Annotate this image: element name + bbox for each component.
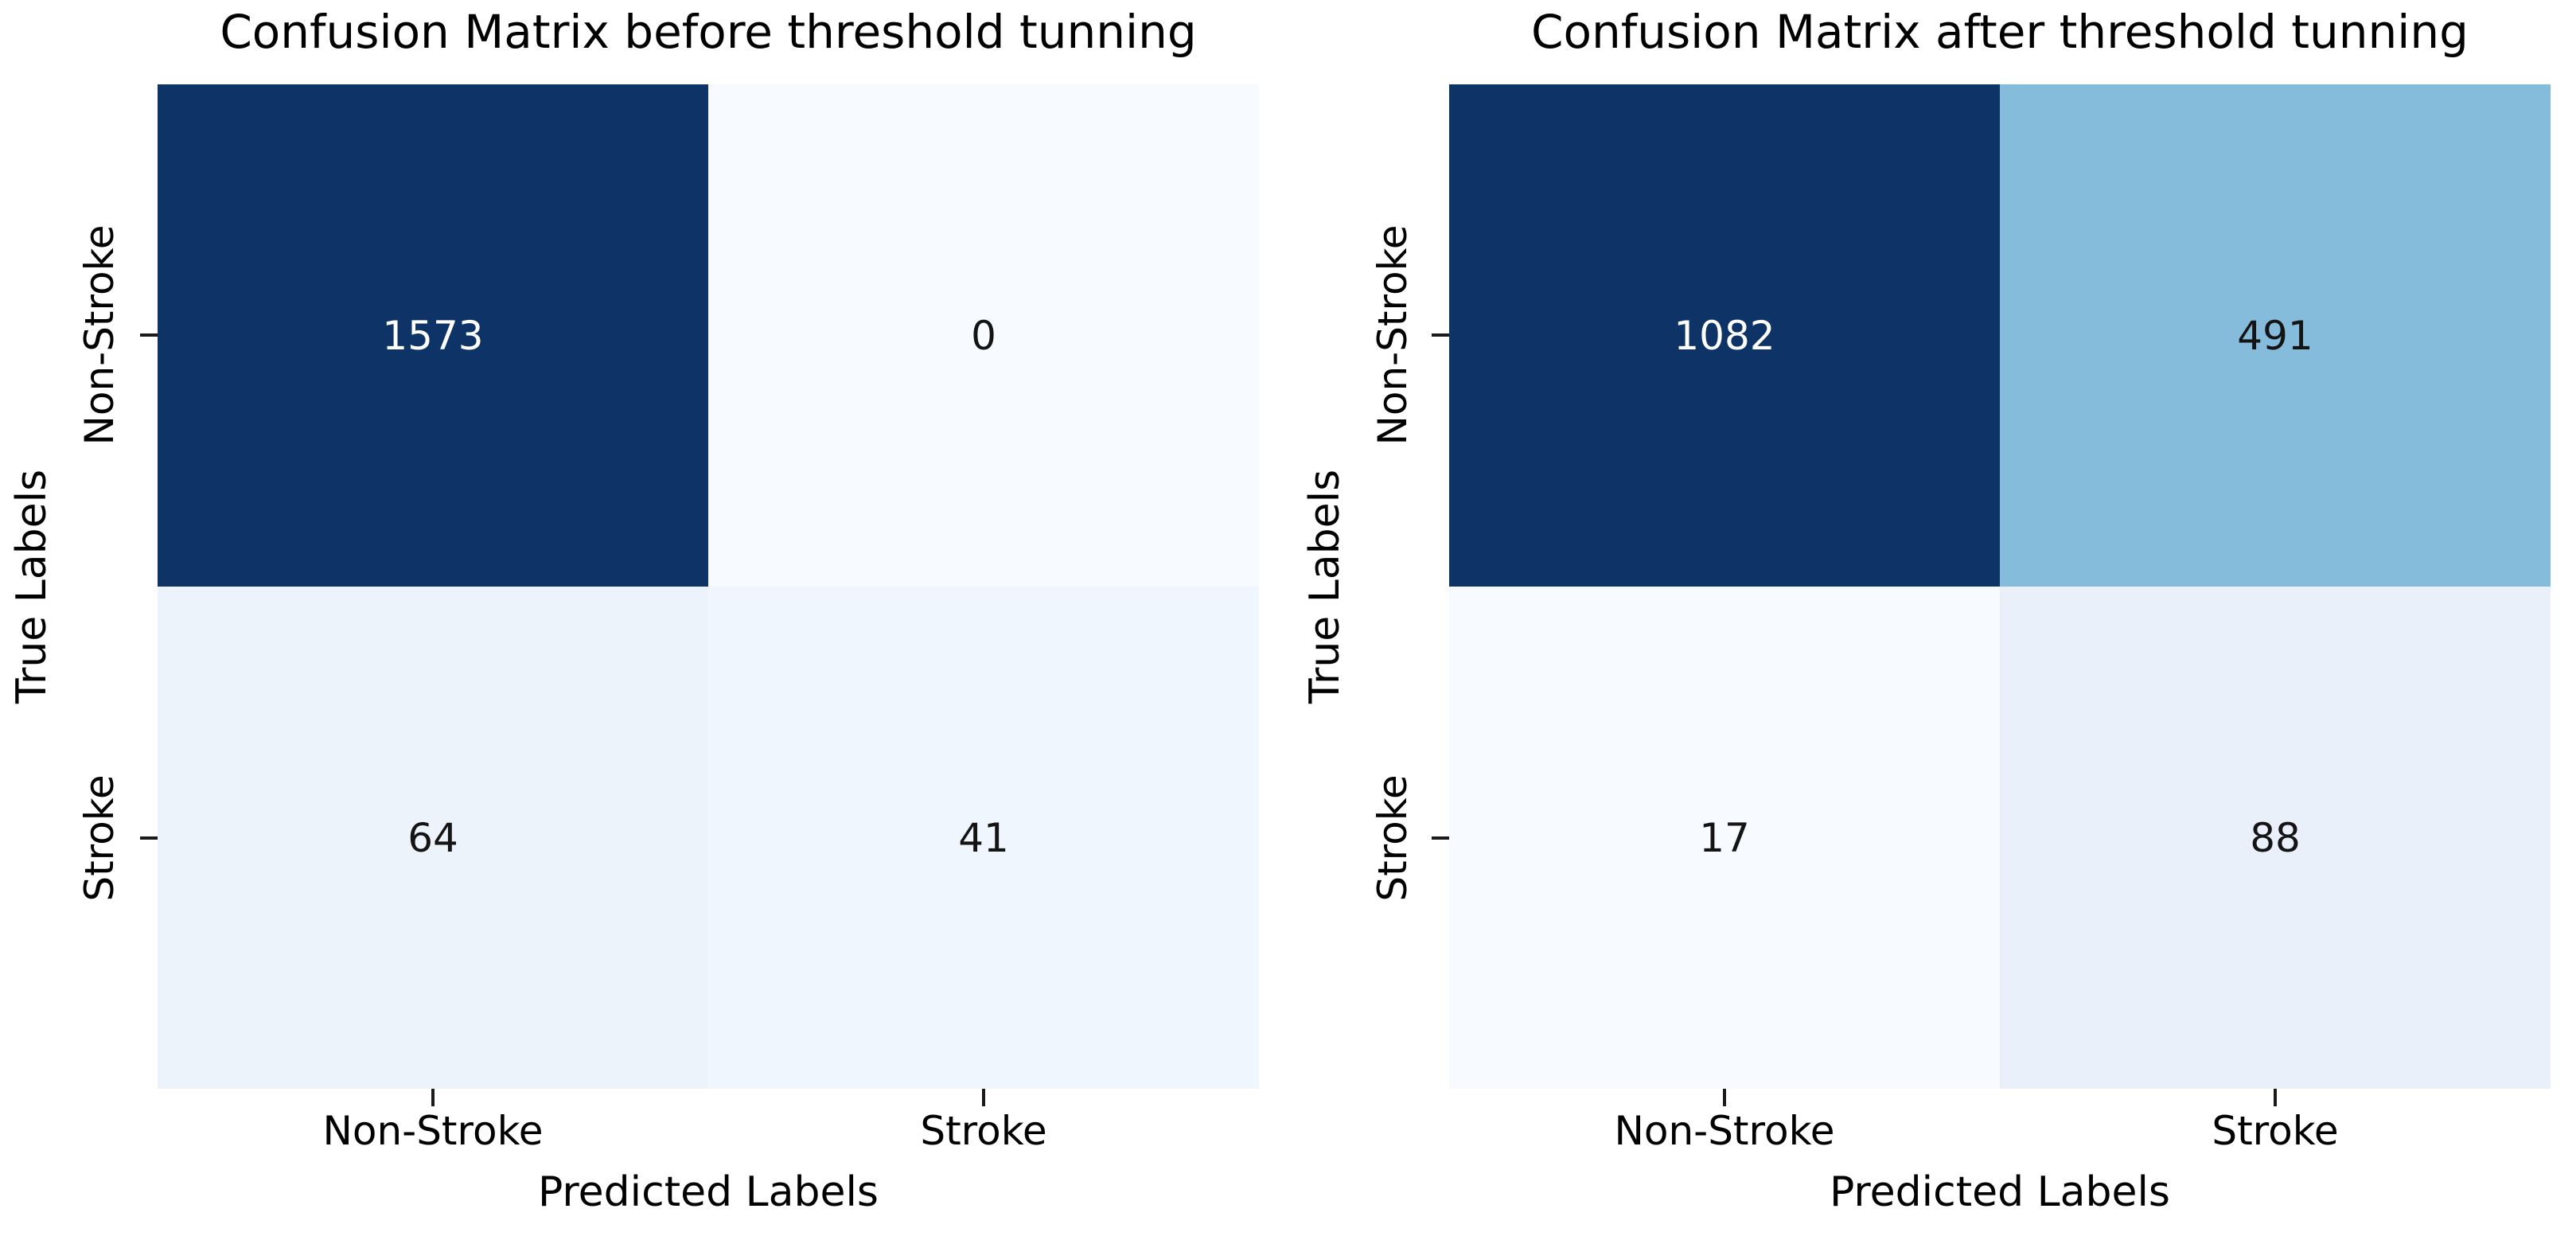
cell-value: 1082	[1674, 312, 1775, 359]
chart-title-before: Confusion Matrix before threshold tunnin…	[220, 5, 1197, 59]
tick-mark	[1432, 333, 1449, 337]
y-tick-label: Non-Stroke	[76, 224, 123, 446]
x-axis-label: Predicted Labels	[537, 1168, 879, 1216]
x-tick-label: Stroke	[920, 1108, 1047, 1154]
tick-mark	[2274, 1089, 2277, 1106]
cell-value: 0	[971, 312, 996, 359]
y-axis-label: True Labels	[1301, 469, 1349, 704]
tick-mark	[431, 1089, 435, 1106]
tick-mark	[140, 333, 158, 337]
chart-title-after: Confusion Matrix after threshold tunning	[1531, 5, 2469, 59]
heatmap-cell: 491	[2000, 84, 2551, 587]
heatmap-cell: 1573	[158, 84, 708, 587]
tick-mark	[982, 1089, 985, 1106]
y-axis-label: True Labels	[8, 469, 56, 704]
cell-value: 88	[2250, 814, 2301, 861]
x-axis-label: Predicted Labels	[1829, 1168, 2171, 1216]
heatmap-before: 1573 0 64 41	[158, 84, 1259, 1089]
heatmap-cell: 0	[708, 84, 1259, 587]
x-tick-label: Non-Stroke	[1614, 1108, 1835, 1154]
y-tick-label: Stroke	[76, 774, 123, 902]
x-tick-label: Non-Stroke	[322, 1108, 544, 1154]
y-tick-label: Stroke	[1370, 774, 1416, 902]
x-tick-label: Stroke	[2212, 1108, 2339, 1154]
heatmap-cell: 64	[158, 587, 708, 1089]
heatmap-after: 1082 491 17 88	[1449, 84, 2551, 1089]
cell-value: 491	[2237, 312, 2313, 359]
tick-mark	[1432, 836, 1449, 840]
y-tick-label: Non-Stroke	[1370, 224, 1416, 446]
heatmap-cell: 1082	[1449, 84, 2000, 587]
tick-mark	[1723, 1089, 1726, 1106]
cell-value: 64	[407, 814, 458, 861]
cell-value: 1573	[382, 312, 484, 359]
cell-value: 41	[958, 814, 1009, 861]
heatmap-cell: 41	[708, 587, 1259, 1089]
cell-value: 17	[1699, 814, 1750, 861]
tick-mark	[140, 836, 158, 840]
heatmap-cell: 17	[1449, 587, 2000, 1089]
heatmap-cell: 88	[2000, 587, 2551, 1089]
